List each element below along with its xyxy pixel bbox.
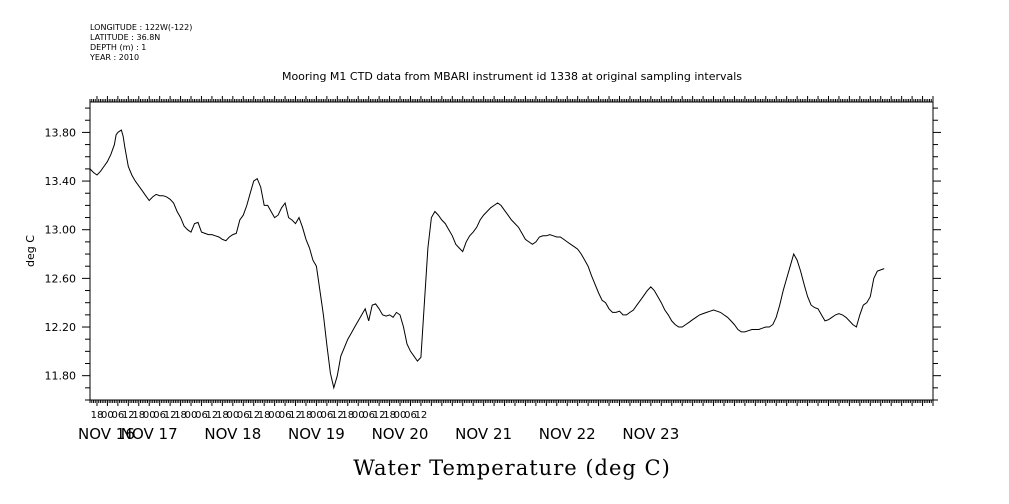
x-tick-label: 00 (268, 410, 281, 421)
y-tick-label: 13.40 (45, 175, 77, 188)
x-tick-labels: 1800061218000612180006121800061218000612… (91, 410, 428, 421)
x-tick-label: 00 (394, 410, 407, 421)
day-label: NOV 20 (372, 425, 429, 443)
x-tick-label: 12 (415, 410, 428, 421)
y-tick-label: 11.80 (45, 370, 77, 383)
y-tick-label: 12.60 (45, 272, 77, 285)
x-tick-label: 00 (352, 410, 365, 421)
day-label: NOV 17 (121, 425, 178, 443)
x-tick-label: 12 (331, 410, 344, 421)
x-tick-label: 00 (226, 410, 239, 421)
axis-ticks (82, 96, 941, 406)
x-tick-label: 06 (195, 410, 208, 421)
x-tick-label: 06 (404, 410, 417, 421)
x-axis-label: Water Temperature (deg C) (353, 456, 671, 480)
x-tick-label: 18 (383, 410, 396, 421)
day-label: NOV 21 (455, 425, 512, 443)
x-tick-label: 18 (300, 410, 313, 421)
x-tick-label: 18 (91, 410, 104, 421)
x-tick-label: 06 (153, 410, 166, 421)
day-label: NOV 18 (204, 425, 261, 443)
y-tick-label: 12.20 (45, 321, 77, 334)
y-tick-label: 13.00 (45, 224, 77, 237)
y-tick-label: 13.80 (45, 126, 77, 139)
day-label: NOV 19 (288, 425, 345, 443)
day-label: NOV 23 (622, 425, 679, 443)
x-tick-label: 18 (341, 410, 354, 421)
x-tick-label: 12 (373, 410, 386, 421)
x-tick-label: 18 (216, 410, 229, 421)
x-tick-label: 06 (321, 410, 334, 421)
x-tick-label: 06 (362, 410, 375, 421)
chart-title: Mooring M1 CTD data from MBARI instrumen… (282, 70, 742, 83)
x-tick-label: 00 (143, 410, 156, 421)
y-tick-labels: 13.80 13.40 13.00 12.60 12.20 11.80 (45, 126, 77, 382)
plot-frame (89, 101, 934, 401)
x-tick-label: 00 (185, 410, 198, 421)
series-line-water-temperature (89, 129, 885, 390)
x-tick-label: 18 (132, 410, 145, 421)
day-label: NOV 22 (539, 425, 596, 443)
x-tick-label: 12 (164, 410, 177, 421)
x-tick-label: 00 (101, 410, 114, 421)
x-tick-label: 12 (206, 410, 219, 421)
x-tick-label: 12 (122, 410, 135, 421)
x-tick-label: 12 (289, 410, 302, 421)
x-tick-label: 06 (237, 410, 250, 421)
depth-label: DEPTH (m) : 1 (90, 43, 146, 52)
day-label: NOV 16 (78, 425, 135, 443)
x-tick-label: 00 (310, 410, 323, 421)
year-label: YEAR : 2010 (89, 53, 139, 62)
y-axis-label: deg C (24, 235, 37, 267)
longitude-label: LONGITUDE : 122W(-122) (90, 23, 192, 32)
x-tick-label: 06 (279, 410, 292, 421)
x-tick-label: 18 (258, 410, 271, 421)
x-tick-label: 06 (112, 410, 125, 421)
x-tick-label: 18 (174, 410, 187, 421)
x-tick-label: 12 (247, 410, 260, 421)
latitude-label: LATITUDE : 36.8N (90, 33, 160, 42)
